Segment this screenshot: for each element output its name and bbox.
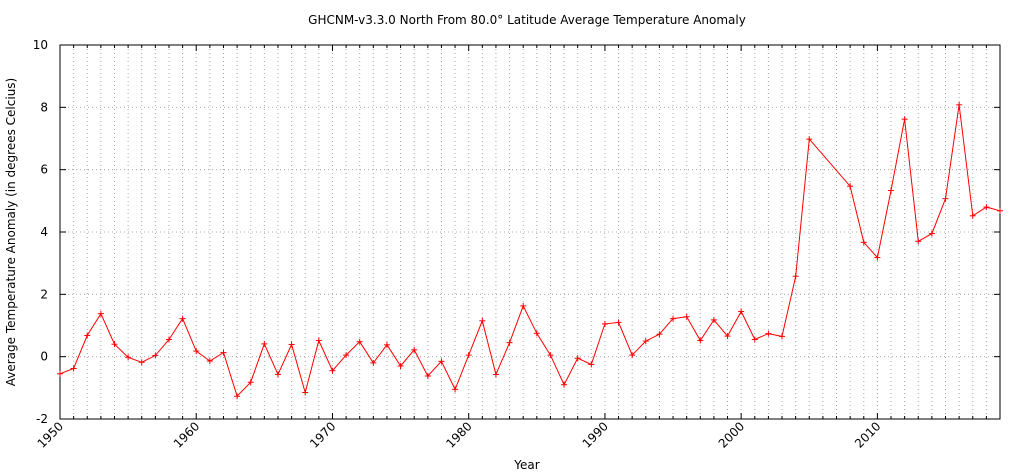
data-point [574, 355, 581, 362]
data-point [193, 348, 200, 355]
y-tick-label: 4 [40, 225, 48, 239]
data-point [329, 367, 336, 374]
x-tick-label: 2000 [716, 419, 747, 450]
data-point [247, 379, 254, 386]
data-point [274, 371, 281, 378]
point-marks [57, 101, 1003, 400]
data-point [165, 336, 172, 343]
data-point [479, 317, 486, 324]
data-point [97, 310, 104, 317]
data-point [547, 352, 554, 359]
y-tick-label: 6 [40, 163, 48, 177]
data-point [874, 254, 881, 261]
data-point [57, 370, 63, 377]
data-point [683, 313, 690, 320]
axis-ticks [59, 44, 1001, 420]
data-point [751, 336, 758, 343]
y-tick-label: 10 [33, 38, 48, 52]
data-point [261, 340, 268, 347]
data-point [561, 381, 568, 388]
data-point [125, 354, 132, 361]
data-point [901, 116, 908, 123]
data-point [697, 337, 704, 344]
x-tick-label: 2010 [852, 419, 883, 450]
data-point [847, 183, 854, 190]
y-tick-label: 8 [40, 100, 48, 114]
data-point [302, 389, 309, 396]
data-point [383, 341, 390, 348]
data-point [397, 363, 404, 370]
data-point [983, 204, 990, 211]
data-point [629, 352, 636, 359]
data-point [888, 187, 895, 194]
y-tick-label: 2 [40, 287, 48, 301]
chart-title: GHCNM-v3.3.0 North From 80.0° Latitude A… [308, 13, 746, 27]
data-point [997, 207, 1003, 214]
data-point [424, 372, 431, 379]
data-point [956, 101, 963, 108]
x-tick-label: 1960 [171, 419, 202, 450]
data-point [452, 386, 459, 393]
data-point [234, 393, 241, 400]
grid [60, 45, 1000, 419]
data-point [792, 273, 799, 280]
x-tick-label: 1980 [443, 419, 474, 450]
y-tick-labels: -2 0 2 4 6 8 10 [33, 38, 48, 426]
data-point [969, 212, 976, 219]
x-tick-labels: 1950 1960 1970 1980 1990 2000 2010 [35, 419, 884, 450]
data-point [179, 315, 186, 322]
data-point [915, 238, 922, 245]
data-point [615, 319, 622, 326]
data-point [411, 346, 418, 353]
data-point [533, 330, 540, 337]
data-point [220, 349, 227, 356]
data-point [656, 331, 663, 338]
data-point [465, 352, 472, 359]
series-layer [59, 104, 1001, 398]
data-point [506, 339, 513, 346]
data-point [370, 359, 377, 366]
data-point [710, 316, 717, 323]
plot-frame [59, 44, 1001, 420]
y-axis-title: Average Temperature Anomaly (in degrees … [4, 78, 18, 387]
data-point [438, 358, 445, 365]
data-point [288, 341, 295, 348]
data-point [928, 230, 935, 237]
data-point [84, 332, 91, 339]
data-point [779, 333, 786, 340]
data-point [520, 302, 527, 309]
data-point [588, 361, 595, 368]
x-tick-label: 1970 [307, 419, 338, 450]
data-point [343, 352, 350, 359]
data-point [138, 359, 145, 366]
data-point [670, 315, 677, 322]
data-point [152, 352, 159, 359]
data-point [315, 337, 322, 344]
data-point [70, 365, 77, 372]
data-point [724, 333, 731, 340]
data-point [206, 358, 213, 365]
data-point [860, 239, 867, 246]
data-point [492, 371, 499, 378]
data-point [356, 338, 363, 345]
x-tick-label: 1990 [580, 419, 611, 450]
x-axis-title: Year [513, 458, 539, 472]
data-point [765, 330, 772, 337]
data-point [642, 338, 649, 345]
series-line [59, 104, 1001, 398]
y-tick-label: -2 [36, 412, 48, 426]
data-point [111, 341, 118, 348]
data-point [942, 195, 949, 202]
y-tick-label: 0 [40, 350, 48, 364]
data-point [806, 136, 813, 143]
data-point [738, 308, 745, 315]
data-point [601, 320, 608, 327]
